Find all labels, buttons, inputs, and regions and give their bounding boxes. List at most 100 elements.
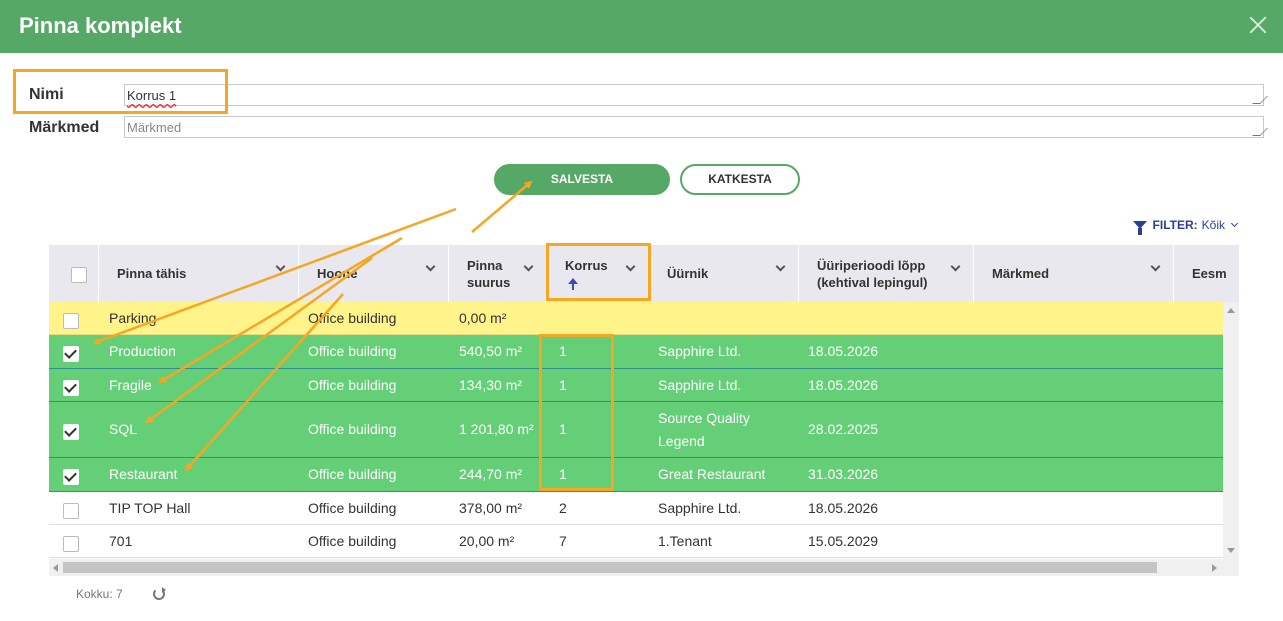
cell-size: 134,30 m² bbox=[459, 376, 523, 393]
chevron-down-icon[interactable] bbox=[1150, 261, 1161, 272]
cell-end bbox=[808, 302, 968, 334]
row-checkbox[interactable] bbox=[63, 469, 79, 485]
chevron-down-icon[interactable] bbox=[425, 261, 436, 272]
col-header-size[interactable]: Pinna suurus bbox=[449, 245, 547, 302]
chevron-down-icon[interactable] bbox=[275, 261, 286, 272]
table-row[interactable]: Fragile Office building 134,30 m² 1 Sapphire… bbox=[49, 369, 1223, 402]
table-row[interactable]: Parking Office building 0,00 m² bbox=[49, 302, 1223, 335]
cell-tenant: Source Quality Legend bbox=[658, 409, 750, 449]
dialog-title: Pinna komplekt bbox=[19, 13, 182, 38]
resize-handle-icon[interactable] bbox=[1252, 128, 1268, 136]
row-checkbox[interactable] bbox=[63, 536, 79, 552]
cell-end: 28.02.2025 bbox=[808, 421, 879, 437]
name-label: Nimi bbox=[29, 86, 64, 103]
annotation-box-name bbox=[13, 69, 228, 114]
scroll-thumb[interactable] bbox=[63, 562, 1157, 573]
table-row[interactable]: TIP TOP Hall Office building 378,00 m² 2 Sap… bbox=[49, 492, 1223, 525]
resize-handle-icon[interactable] bbox=[1252, 96, 1268, 104]
table-row[interactable]: Restaurant Office building 244,70 m² 1 Great… bbox=[49, 458, 1223, 492]
cell-floor: 1 bbox=[559, 466, 567, 482]
filter-value: Kõik bbox=[1201, 218, 1225, 232]
name-value: Korrus 1 bbox=[127, 88, 177, 103]
cell-name: SQL bbox=[109, 421, 138, 437]
cell-building: Office building bbox=[308, 343, 397, 359]
cell-name: 701 bbox=[109, 532, 133, 549]
notes-label: Märkmed bbox=[29, 119, 100, 136]
cell-end: 31.03.2026 bbox=[808, 466, 879, 482]
col-header-name[interactable]: Pinna tähis bbox=[99, 245, 299, 302]
cell-tenant bbox=[658, 302, 798, 334]
scroll-left-icon[interactable] bbox=[53, 564, 58, 572]
notes-placeholder: Märkmed bbox=[127, 120, 182, 135]
cell-floor: 2 bbox=[559, 499, 567, 516]
annotation-box-floor-values bbox=[539, 334, 614, 491]
col-header-label: Üürnik bbox=[667, 266, 709, 281]
chevron-down-icon[interactable] bbox=[950, 261, 961, 272]
cell-size: 378,00 m² bbox=[459, 499, 523, 516]
col-header-label: Hoone bbox=[317, 266, 358, 281]
cell-floor: 1 bbox=[559, 421, 567, 437]
notes-field[interactable]: Märkmed bbox=[124, 116, 1268, 138]
table-row[interactable]: Production Office building 540,50 m² 1 Sapph… bbox=[49, 335, 1223, 369]
col-header-label: Eesm bbox=[1192, 266, 1227, 281]
col-header-purpose[interactable]: Eesm bbox=[1174, 245, 1239, 302]
col-header-label: Korrus bbox=[565, 258, 608, 273]
row-checkbox[interactable] bbox=[63, 503, 79, 519]
horizontal-scrollbar[interactable] bbox=[49, 559, 1239, 576]
cell-size: 20,00 m² bbox=[459, 532, 515, 549]
cell-tenant: Great Restaurant bbox=[658, 466, 766, 482]
cancel-button[interactable]: KATKESTA bbox=[680, 164, 800, 195]
cell-end: 18.05.2026 bbox=[808, 343, 879, 359]
col-header-tenant[interactable]: Üürnik bbox=[649, 245, 799, 302]
chevron-down-icon[interactable] bbox=[775, 261, 786, 272]
col-header-building[interactable]: Hoone bbox=[299, 245, 449, 302]
cell-floor bbox=[559, 302, 639, 334]
total-count: Kokku: 7 bbox=[76, 587, 123, 601]
cell-building: Office building bbox=[308, 466, 397, 482]
select-all-checkbox[interactable] bbox=[71, 267, 87, 283]
vertical-scrollbar[interactable] bbox=[1223, 302, 1239, 559]
table-row[interactable]: SQL Office building 1 201,80 m² 1 Source Qua… bbox=[49, 402, 1223, 458]
col-header-notes[interactable]: Märkmed bbox=[974, 245, 1174, 302]
cell-building: Office building bbox=[308, 499, 397, 516]
row-checkbox[interactable] bbox=[63, 424, 79, 440]
row-checkbox[interactable] bbox=[63, 380, 79, 396]
close-icon[interactable] bbox=[1247, 14, 1269, 36]
cell-tenant: Sapphire Ltd. bbox=[658, 343, 742, 359]
cell-tenant: Sapphire Ltd. bbox=[658, 499, 742, 516]
save-button[interactable]: SALVESTA bbox=[494, 164, 670, 195]
cell-size: 1 201,80 m² bbox=[459, 421, 534, 437]
cell-tenant: 1.Tenant bbox=[658, 532, 712, 549]
cell-name: Production bbox=[109, 343, 176, 359]
name-field[interactable]: Korrus 1 bbox=[124, 84, 1268, 106]
cell-building: Office building bbox=[308, 376, 397, 393]
cell-end: 18.05.2026 bbox=[808, 499, 879, 516]
col-header-label: Üüriperioodi lõpp (kehtival lepingul) bbox=[817, 257, 928, 290]
cell-end: 15.05.2029 bbox=[808, 532, 879, 549]
cell-tenant: Sapphire Ltd. bbox=[658, 376, 742, 393]
header-select-all[interactable] bbox=[49, 245, 99, 302]
cell-building: Office building bbox=[308, 421, 397, 437]
scroll-down-icon[interactable] bbox=[1227, 548, 1235, 553]
scroll-up-icon[interactable] bbox=[1227, 308, 1235, 313]
cell-building: Office building bbox=[308, 532, 397, 549]
col-header-label: Märkmed bbox=[992, 266, 1050, 281]
filter-icon bbox=[1132, 221, 1147, 235]
table-row[interactable]: 701 Office building 20,00 m² 7 1.Tenant 15.05… bbox=[49, 525, 1223, 558]
col-header-lease-end[interactable]: Üüriperioodi lõpp (kehtival lepingul) bbox=[799, 245, 974, 302]
refresh-icon[interactable] bbox=[153, 587, 166, 600]
cell-building: Office building bbox=[308, 309, 397, 326]
cell-end: 18.05.2026 bbox=[808, 376, 879, 393]
chevron-down-icon bbox=[1230, 219, 1239, 228]
filter-label: FILTER: bbox=[1152, 218, 1198, 232]
cell-size: 0,00 m² bbox=[459, 309, 507, 326]
filter-dropdown[interactable]: FILTER: Kõik bbox=[1132, 218, 1239, 235]
row-checkbox[interactable] bbox=[63, 346, 79, 362]
cell-name: Fragile bbox=[109, 376, 152, 393]
annotation-box-floor-header bbox=[546, 243, 651, 301]
col-header-label: Pinna suurus bbox=[467, 257, 511, 290]
cell-floor: 1 bbox=[559, 343, 567, 359]
row-checkbox[interactable] bbox=[63, 313, 79, 329]
cell-name: TIP TOP Hall bbox=[109, 499, 191, 516]
scroll-right-icon[interactable] bbox=[1212, 564, 1217, 572]
